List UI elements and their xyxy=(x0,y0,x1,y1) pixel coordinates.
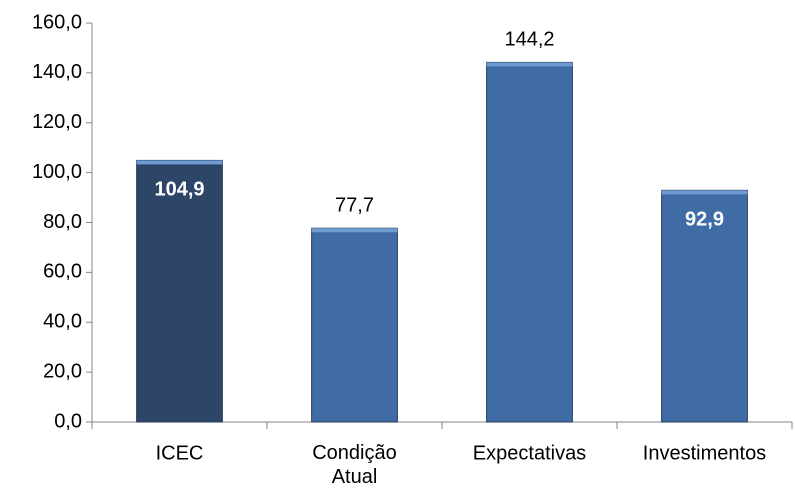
bar-top xyxy=(661,190,748,195)
bar-top xyxy=(486,62,573,67)
y-tick-label: 100,0 xyxy=(32,161,82,183)
bar xyxy=(661,189,748,423)
y-tick-label: 140,0 xyxy=(32,61,82,83)
bar xyxy=(486,61,573,423)
value-label: 144,2 xyxy=(504,29,554,51)
x-tick-label: Investimentos xyxy=(643,442,766,464)
bar xyxy=(311,227,398,423)
y-tick-label: 80,0 xyxy=(43,211,82,233)
bar-top xyxy=(311,228,398,233)
y-tick-label: 120,0 xyxy=(32,111,82,133)
y-tick-label: 0,0 xyxy=(54,410,82,432)
y-tick-label: 60,0 xyxy=(43,261,82,283)
y-tick-label: 40,0 xyxy=(43,311,82,333)
value-label: 77,7 xyxy=(335,195,374,217)
value-label: 104,9 xyxy=(154,179,204,201)
x-tick-label: Expectativas xyxy=(473,442,586,464)
value-label: 92,9 xyxy=(685,209,724,231)
bar-top xyxy=(136,160,223,165)
y-tick-label: 160,0 xyxy=(32,11,82,33)
y-tick-label: 20,0 xyxy=(43,360,82,382)
bar xyxy=(136,159,223,423)
x-tick-label: Condição Atual xyxy=(312,442,397,488)
x-tick-label: ICEC xyxy=(156,442,204,464)
